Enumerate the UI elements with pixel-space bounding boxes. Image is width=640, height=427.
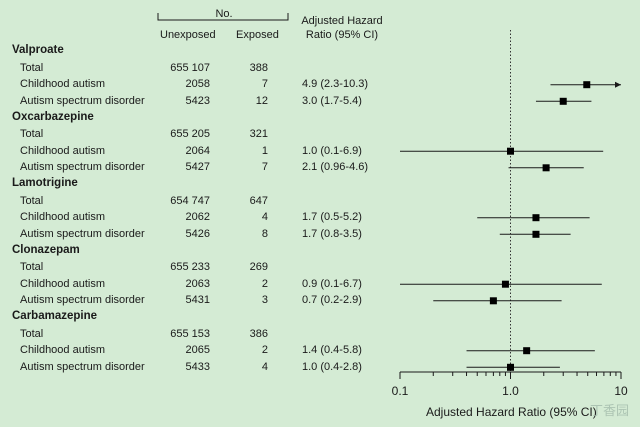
row-label: Total (20, 327, 44, 340)
exposed-count: 4 (261, 360, 268, 373)
hr-point (532, 230, 540, 238)
row-label: Childhood autism (20, 144, 105, 157)
hr-point (583, 81, 591, 89)
hazard-ratio-text: 1.4 (0.4-5.8) (302, 344, 362, 357)
no-group-bracket (157, 13, 289, 21)
unexposed-count: 655 153 (170, 327, 210, 340)
drug-heading: Carbamazepine (12, 310, 98, 322)
no-group-bracket-line (157, 13, 289, 21)
hr-column-header-line1: Adjusted Hazard (301, 15, 383, 27)
exposed-count: 269 (249, 261, 268, 274)
hazard-ratio-text: 1.0 (0.4-2.8) (302, 360, 362, 373)
exposed-count: 3 (261, 294, 268, 307)
drug-heading: Lamotrigine (12, 177, 78, 189)
unexposed-count: 654 747 (170, 194, 210, 207)
x-tick-label: 1.0 (502, 384, 519, 398)
hr-point (523, 347, 531, 355)
unexposed-count: 655 233 (170, 261, 210, 274)
row-label: Autism spectrum disorder (20, 161, 145, 174)
hr-point (489, 297, 497, 305)
row-label: Total (20, 128, 44, 141)
row-label: Autism spectrum disorder (20, 94, 145, 107)
hazard-ratio-text: 1.7 (0.8-3.5) (302, 227, 362, 240)
unexposed-count: 5433 (185, 360, 210, 373)
row-label: Childhood autism (20, 344, 105, 357)
hazard-ratio-text: 2.1 (0.96-4.6) (302, 161, 369, 174)
hazard-ratio-text: 0.7 (0.2-2.9) (302, 294, 362, 307)
exposed-count: 12 (255, 94, 268, 107)
unexposed-count: 2058 (185, 78, 210, 91)
row-label: Total (20, 194, 44, 207)
exposed-count: 2 (261, 277, 268, 290)
exposed-count: 2 (261, 344, 268, 357)
unexposed-count: 5426 (185, 227, 210, 240)
x-tick-label: 10 (614, 384, 628, 398)
drug-heading: Oxcarbazepine (12, 110, 94, 123)
row-label: Childhood autism (20, 211, 105, 224)
ci-arrow (615, 81, 621, 88)
unexposed-count: 2063 (185, 277, 210, 290)
hr-point (559, 97, 567, 105)
x-tick-label: 0.1 (392, 384, 409, 398)
row-label: Autism spectrum disorder (20, 294, 145, 307)
row-label: Autism spectrum disorder (20, 227, 145, 240)
hr-point (532, 214, 540, 222)
hazard-ratio-text: 4.9 (2.3-10.3) (302, 78, 369, 91)
no-group-header: No. (215, 8, 233, 20)
exposed-count: 7 (261, 161, 268, 174)
drug-heading: Clonazepam (12, 243, 80, 256)
x-axis-label: Adjusted Hazard Ratio (95% CI) (426, 405, 597, 419)
unexposed-count: 2065 (185, 344, 210, 357)
unexposed-count: 2064 (185, 144, 210, 157)
exposed-count: 7 (261, 78, 268, 91)
hr-point (501, 280, 509, 288)
unexposed-column-header: Unexposed (160, 29, 216, 41)
unexposed-count: 5431 (185, 294, 210, 307)
unexposed-count: 2062 (185, 211, 210, 224)
row-label: Total (20, 261, 44, 274)
exposed-count: 388 (249, 61, 268, 74)
hazard-ratio-text: 1.7 (0.5-5.2) (302, 211, 362, 224)
exposed-count: 4 (261, 211, 268, 224)
hr-point (542, 164, 550, 172)
hazard-ratio-text: 3.0 (1.7-5.4) (302, 94, 362, 107)
hazard-ratio-text: 0.9 (0.1-6.7) (302, 277, 362, 290)
exposed-count: 321 (249, 128, 268, 141)
row-label: Childhood autism (20, 277, 105, 290)
unexposed-count: 5423 (185, 94, 210, 107)
exposed-count: 386 (249, 327, 268, 340)
drug-heading: Valproate (12, 44, 64, 56)
row-label: Total (20, 61, 44, 74)
row-label: Autism spectrum disorder (20, 360, 145, 373)
unexposed-count: 5427 (185, 161, 210, 174)
exposed-count: 8 (261, 227, 268, 240)
row-label: Childhood autism (20, 78, 105, 91)
exposed-count: 1 (261, 144, 268, 157)
hazard-ratio-text: 1.0 (0.1-6.9) (302, 144, 362, 157)
exposed-column-header: Exposed (236, 29, 279, 41)
unexposed-count: 655 107 (170, 61, 210, 74)
hr-point (507, 363, 514, 371)
exposed-count: 647 (249, 194, 268, 207)
hr-point (507, 147, 514, 155)
unexposed-count: 655 205 (170, 128, 210, 141)
hr-column-header-line2: Ratio (95% CI) (305, 29, 379, 41)
watermark: 丁香园 (590, 403, 630, 418)
